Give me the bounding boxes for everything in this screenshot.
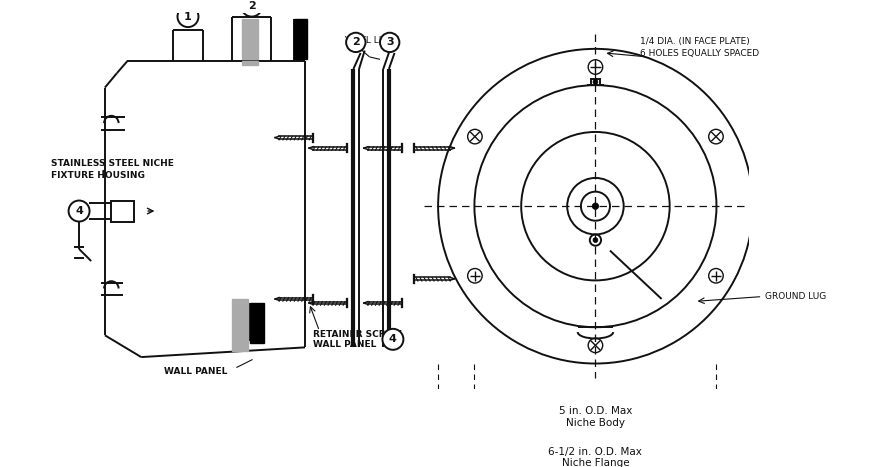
- Bar: [249, 303, 263, 343]
- Bar: [242, 19, 258, 59]
- Circle shape: [380, 33, 399, 52]
- Circle shape: [593, 238, 597, 242]
- Text: 4: 4: [75, 206, 83, 216]
- Text: WALL PANEL: WALL PANEL: [164, 367, 228, 376]
- Circle shape: [177, 6, 198, 27]
- Bar: [232, 299, 249, 352]
- Text: 6-1/2 in. O.D. Max
Niche Flange: 6-1/2 in. O.D. Max Niche Flange: [547, 446, 641, 467]
- Text: 4: 4: [388, 334, 396, 344]
- Circle shape: [241, 0, 262, 17]
- Text: STAINLESS STEEL NICHE
FIXTURE HOUSING: STAINLESS STEEL NICHE FIXTURE HOUSING: [50, 160, 174, 180]
- Text: 2: 2: [352, 37, 359, 48]
- Circle shape: [593, 79, 597, 85]
- Circle shape: [69, 200, 90, 221]
- Text: 1: 1: [184, 12, 192, 21]
- Text: RETAINER SCREW
WALL PANEL: RETAINER SCREW WALL PANEL: [313, 330, 401, 349]
- Bar: [590, 79, 600, 85]
- Text: GROUND LUG: GROUND LUG: [764, 292, 826, 301]
- Circle shape: [346, 33, 365, 52]
- Text: 2: 2: [248, 1, 255, 11]
- Bar: [111, 201, 134, 221]
- Circle shape: [382, 329, 403, 350]
- Text: 5 in. O.D. Max
Niche Body: 5 in. O.D. Max Niche Body: [558, 406, 632, 428]
- Circle shape: [592, 203, 598, 209]
- Bar: [242, 61, 258, 65]
- Text: 3: 3: [386, 37, 393, 48]
- Text: 1/4 DIA. (IN FACE PLATE)
6 HOLES EQUALLY SPACED: 1/4 DIA. (IN FACE PLATE) 6 HOLES EQUALLY…: [639, 37, 758, 57]
- Text: VINYL LINER: VINYL LINER: [345, 36, 400, 45]
- Bar: [294, 19, 307, 59]
